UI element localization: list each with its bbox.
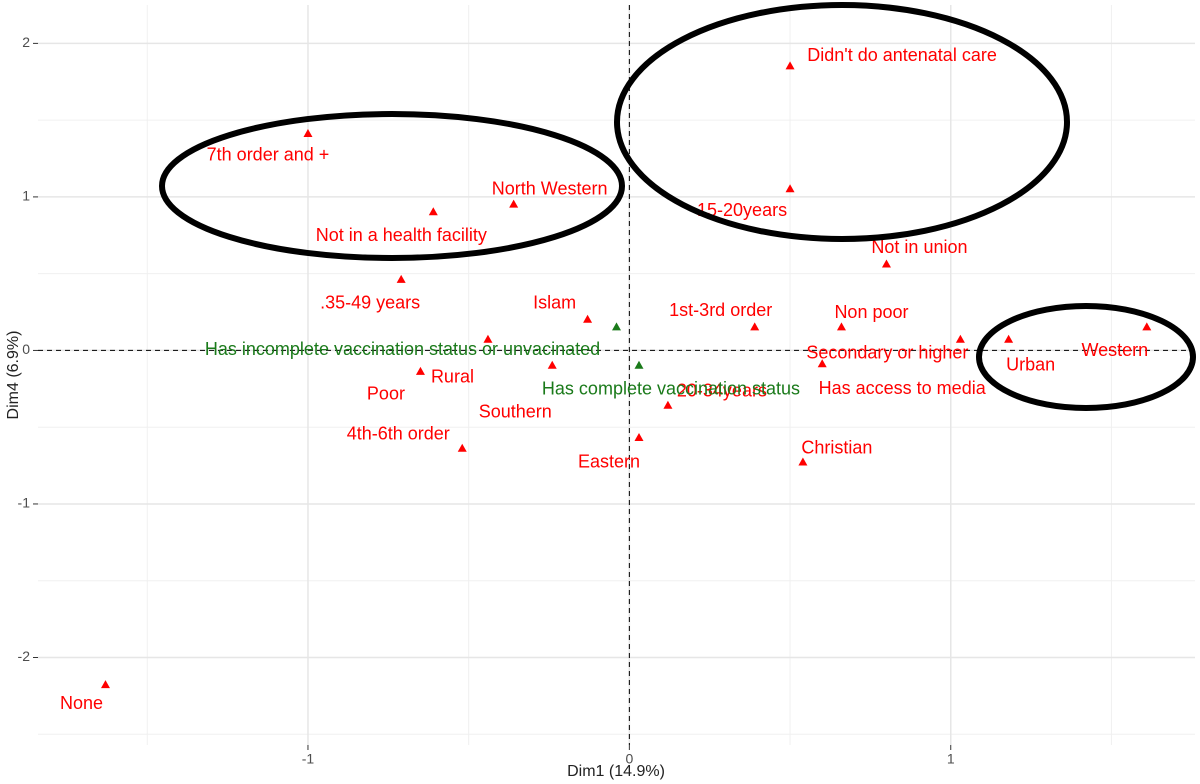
point-label: 15-20years [697,200,787,220]
point-label: None [60,693,103,713]
point-label: Urban [1006,354,1055,374]
point [785,61,795,70]
point-label: .35-49 years [320,293,420,313]
point [583,314,593,323]
point-label: Secondary or higher [806,342,968,362]
x-axis-label: Dim1 (14.9%) [567,763,665,780]
point-label: Christian [801,437,872,457]
point [1004,334,1014,343]
point [817,359,827,368]
point-label: Poor [367,383,405,403]
ellipse [976,303,1196,411]
point [457,443,467,452]
point-label: Not in a health facility [316,225,487,245]
point-label: Not in union [871,237,967,257]
point-label: 1st-3rd order [669,300,772,320]
y-tick-label: 1 [22,188,30,204]
point [798,457,808,466]
point-label: Has complete vaccination status [542,379,800,399]
point [955,334,965,343]
point [663,400,673,409]
y-tick-label: -2 [18,648,31,664]
x-tick-label: 0 [625,751,633,767]
point [509,199,519,208]
point [634,360,644,369]
point [1142,322,1152,331]
point-label: Islam [533,292,576,312]
x-tick-label: -1 [302,751,315,767]
point [836,322,846,331]
point-label: Didn't do antenatal care [807,45,997,65]
point [415,366,425,375]
point-label: 4th-6th order [347,423,450,443]
point-label: Has access to media [819,378,987,398]
point [547,360,557,369]
y-tick-label: 0 [22,341,30,357]
point-label: North Western [492,178,608,198]
marks: Didn't do antenatal care 15-20years Not in… [60,45,1152,713]
point [396,274,406,283]
y-tick-label: 2 [22,34,30,50]
x-tick-label: 1 [947,751,955,767]
ellipse [159,111,625,261]
point-label: Rural [431,367,474,387]
point-label: 7th order and + [207,145,330,165]
point [785,184,795,193]
point [750,322,760,331]
point [612,322,621,331]
point-label: Western [1081,340,1148,360]
point [303,128,313,137]
annotation-ellipses [159,2,1196,411]
point [483,334,493,343]
point-label: 20-34years [677,380,767,400]
point [634,432,644,441]
point-label: Has incomplete vaccination status or unv… [205,339,600,359]
ellipse [614,2,1070,242]
point [100,680,110,689]
point [428,207,438,216]
y-axis-label: Dim4 (6.9%) [5,331,22,420]
point-label: Non poor [834,302,908,322]
point-label: Southern [479,402,552,422]
point-label: Eastern [578,452,640,472]
point [881,259,891,268]
y-tick-label: -1 [18,495,31,511]
